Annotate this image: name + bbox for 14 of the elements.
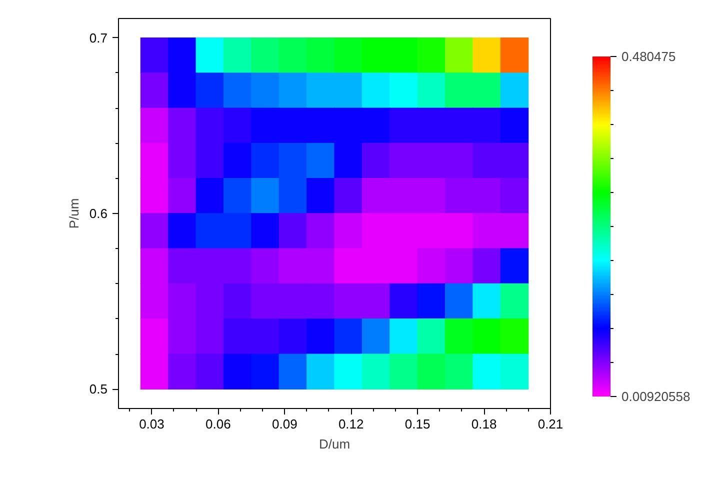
x-tick-label: 0.21 [538,416,564,432]
color-bar-label: 0.480475 [622,49,676,64]
color-bar-label: 0.00920558 [622,389,690,404]
y-axis-title: P/um [66,198,82,229]
y-tick-label: 0.6 [89,206,108,221]
x-tick-label: 0.03 [139,416,164,432]
x-tick-label: 0.15 [404,416,430,432]
x-axis-title: D/um [318,436,350,452]
x-tick-label: 0.12 [338,416,364,432]
y-tick-label: 0.7 [89,30,108,46]
x-tick-label: 0.09 [272,416,298,432]
x-tick-label: 0.06 [206,416,231,432]
x-tick-label: 0.18 [471,416,497,432]
y-tick-label: 0.5 [89,382,108,397]
